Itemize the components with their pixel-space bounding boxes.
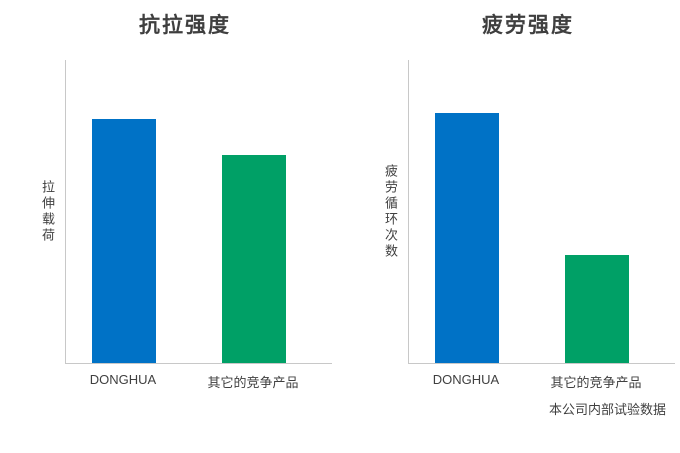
y-axis-label-text: 拉伸载荷 <box>40 180 55 244</box>
bar-donghua <box>92 119 156 363</box>
x-tick-label-donghua: DONGHUA <box>89 372 157 387</box>
x-tick-label-competitor: 其它的竞争产品 <box>550 375 642 390</box>
y-axis-label-text: 疲劳循环次数 <box>383 164 398 260</box>
y-axis-label: 拉伸载荷 <box>30 60 65 364</box>
plot-area <box>65 60 332 364</box>
plot-area <box>408 60 675 364</box>
x-tick-label-competitor: 其它的竞争产品 <box>207 375 299 390</box>
bar-donghua <box>435 113 499 363</box>
x-tick-label-donghua: DONGHUA <box>432 372 500 387</box>
footnote: 本公司内部试验数据 <box>548 402 666 417</box>
bar-competitor <box>565 255 629 363</box>
chart-title: 抗拉强度 <box>139 14 231 37</box>
chart-title: 疲劳强度 <box>482 14 574 37</box>
y-axis-label: 疲劳循环次数 <box>373 60 408 364</box>
plot-row: 拉伸载荷 <box>30 60 340 364</box>
plot-row: 疲劳循环次数 <box>373 60 680 364</box>
x-axis-labels: DONGHUA 其它的竞争产品 <box>65 364 331 390</box>
x-axis-labels: DONGHUA 其它的竞争产品 <box>408 364 674 390</box>
chart-fatigue-strength: 疲劳强度 疲劳循环次数 DONGHUA 其它的竞争产品 <box>373 8 680 390</box>
chart-tensile-strength: 抗拉强度 拉伸载荷 DONGHUA 其它的竞争产品 <box>30 8 340 390</box>
bar-competitor <box>222 155 286 363</box>
